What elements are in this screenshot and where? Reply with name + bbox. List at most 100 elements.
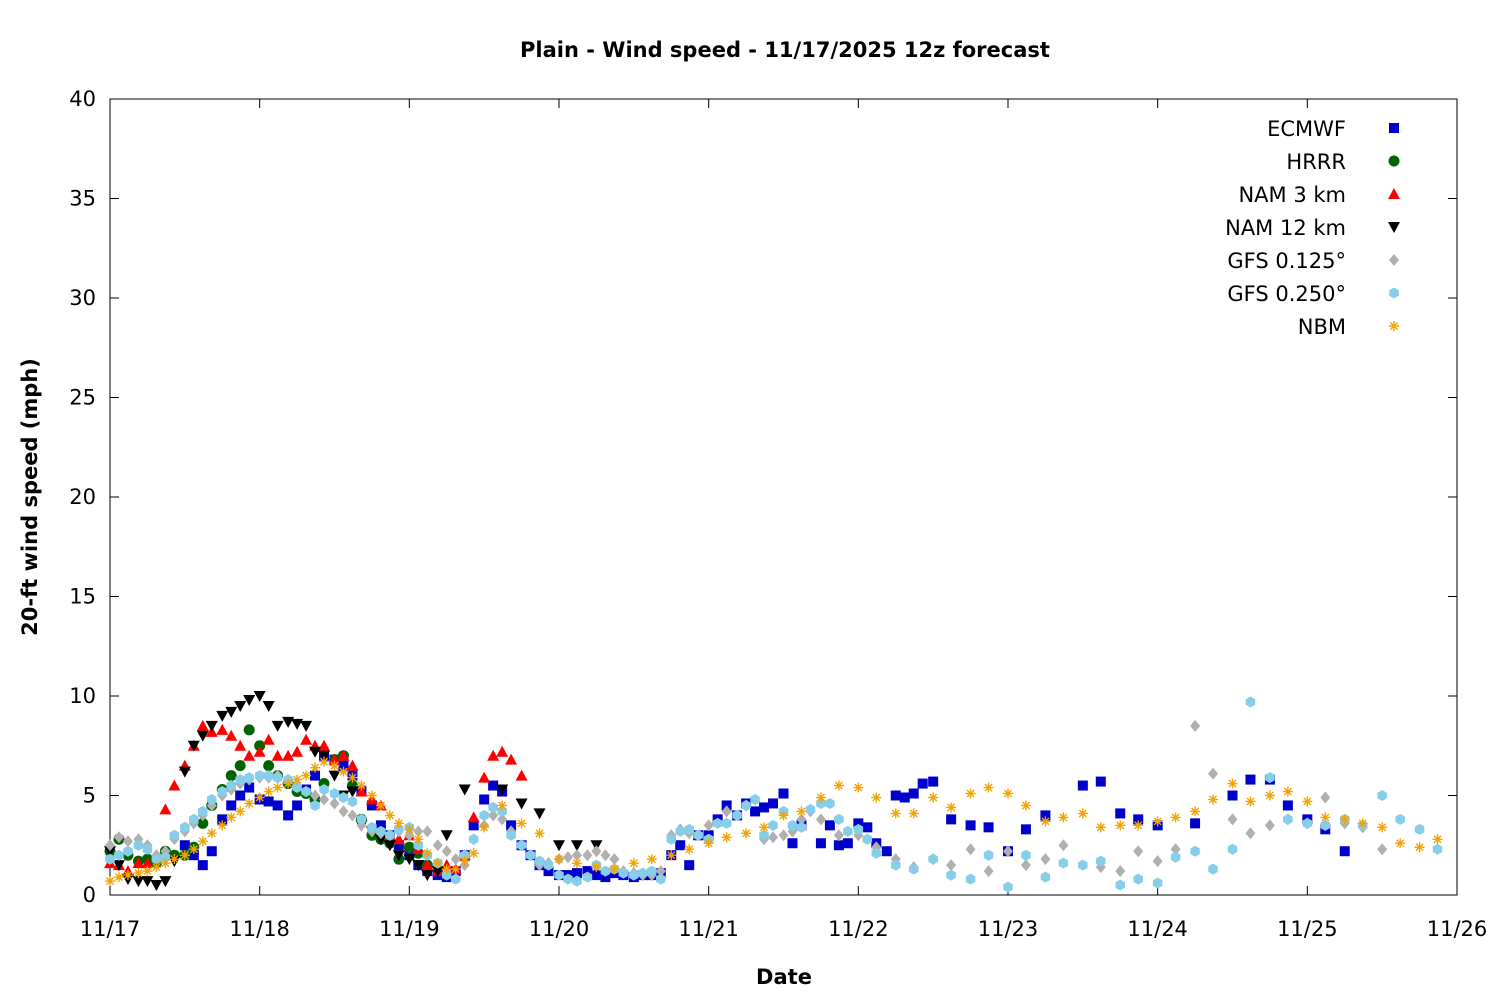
data-point-nbm (1377, 822, 1388, 833)
data-point-gfs-0-250 (618, 867, 629, 879)
data-point-ecmwf (833, 840, 844, 851)
data-point-nam-12-km (533, 808, 546, 820)
data-point-nbm (1264, 790, 1275, 801)
data-point-nbm (703, 838, 714, 849)
data-point-gfs-0-250 (1302, 817, 1313, 829)
data-point-gfs-0-125 (1040, 853, 1051, 866)
data-point-gfs-0-250 (235, 774, 245, 786)
data-point-ecmwf (206, 846, 217, 857)
data-point-ecmwf (272, 800, 283, 811)
axis-ticks: 0 5 10 15 20 25 30 35 40 11/17 11/18 11/19 11/20 11/2… (69, 87, 1487, 941)
data-point-gfs-0-250 (180, 821, 190, 833)
data-point-gfs-0-125 (1190, 719, 1201, 732)
data-point-gfs-0-125 (600, 849, 611, 862)
data-point-nam-12-km (300, 720, 313, 732)
data-point-gfs-0-125 (571, 849, 582, 862)
data-point-gfs-0-250 (787, 819, 798, 831)
data-point-gfs-0-125 (582, 849, 593, 862)
data-point-nam-12-km (282, 716, 295, 728)
data-point-nbm (347, 772, 358, 783)
data-point-ecmwf (881, 846, 892, 857)
data-point-gfs-0-125 (113, 831, 124, 844)
data-point-gfs-0-250 (272, 772, 283, 784)
data-point-hrrr (225, 770, 237, 782)
data-point-gfs-0-125 (815, 813, 826, 826)
data-point-nam-12-km (141, 876, 154, 888)
data-point-gfs-0-250 (834, 813, 844, 825)
data-point-nbm (1245, 796, 1256, 807)
data-point-ecmwf (600, 872, 611, 883)
data-point-nbm (122, 870, 133, 881)
data-point-gfs-0-250 (890, 859, 901, 871)
data-point-ecmwf (1227, 790, 1238, 801)
data-point-nbm (206, 828, 217, 839)
data-point-ecmwf (1133, 814, 1144, 825)
x-tick-label: 11/26 (1427, 917, 1488, 941)
data-point-nam-12-km (392, 850, 405, 862)
x-tick-label: 11/24 (1127, 917, 1188, 941)
data-point-nam-3-km (159, 803, 172, 815)
data-point-gfs-0-125 (497, 813, 508, 826)
data-point-nam-3-km (300, 733, 313, 745)
legend-marker-nbm (1389, 321, 1399, 331)
data-point-ecmwf (582, 866, 593, 877)
data-point-nbm (422, 848, 433, 859)
data-point-nam-3-km (392, 833, 405, 845)
legend: ECMWF HRRR NAM 3 km NAM 12 km GFS 0.125° GFS … (1225, 117, 1400, 339)
data-point-nam-12-km (383, 840, 396, 852)
data-point-ecmwf (217, 814, 228, 825)
data-point-nam-12-km (112, 860, 125, 872)
data-point-gfs-0-250 (928, 853, 938, 865)
data-point-ecmwf (928, 776, 939, 787)
data-point-ecmwf (983, 822, 994, 833)
data-point-gfs-0-125 (591, 845, 602, 858)
legend-label-nbm: NBM (1298, 315, 1346, 339)
data-point-gfs-0-125 (347, 809, 358, 822)
data-point-nbm (160, 858, 171, 869)
data-point-gfs-0-125 (1245, 827, 1256, 840)
data-point-ecmwf (263, 796, 274, 807)
y-tick-label: 35 (69, 187, 96, 211)
data-point-gfs-0-125 (1058, 839, 1069, 852)
data-point-gfs-0-250 (1190, 845, 1200, 857)
data-point-nbm (554, 854, 564, 865)
data-point-nbm (1414, 842, 1425, 853)
data-point-gfs-0-250 (741, 799, 751, 811)
data-point-gfs-0-125 (983, 865, 994, 878)
chart-title: Plain - Wind speed - 11/17/2025 12z fore… (520, 38, 1050, 62)
data-point-ecmwf (179, 840, 190, 851)
data-point-ecmwf (1077, 780, 1088, 791)
data-point-nbm (983, 782, 994, 793)
data-point-gfs-0-250 (151, 853, 162, 865)
data-point-gfs-0-250 (946, 869, 956, 881)
data-point-gfs-0-125 (422, 825, 433, 838)
y-tick-label: 5 (83, 784, 96, 808)
legend-label-gfs-0-125: GFS 0.125° (1227, 249, 1346, 273)
data-point-gfs-0-250 (965, 873, 976, 885)
data-point-gfs-0-250 (1133, 873, 1143, 885)
data-point-ecmwf (1040, 810, 1051, 821)
y-tick-label: 25 (69, 386, 96, 410)
data-point-nbm (459, 856, 470, 867)
data-point-nam-12-km (431, 866, 444, 878)
data-point-gfs-0-250 (750, 793, 760, 805)
data-point-nbm (1003, 788, 1013, 799)
data-point-nam-3-km (234, 739, 247, 751)
data-point-gfs-0-125 (609, 853, 620, 866)
data-point-ecmwf (571, 868, 582, 879)
x-tick-label: 11/25 (1277, 917, 1338, 941)
data-point-nam-12-km (196, 730, 209, 742)
data-point-gfs-0-250 (572, 875, 582, 887)
data-point-gfs-0-125 (1003, 845, 1013, 858)
data-point-nbm (432, 858, 443, 869)
x-tick-label: 11/19 (379, 917, 440, 941)
data-point-gfs-0-250 (254, 770, 265, 782)
legend-marker-hrrr (1388, 155, 1400, 167)
data-point-gfs-0-125 (329, 797, 340, 810)
data-point-nbm (151, 862, 162, 873)
legend-marker-gfs-0-250 (1389, 287, 1399, 299)
data-point-nam-12-km (225, 706, 238, 718)
data-point-nbm (468, 848, 479, 859)
data-point-nbm (375, 800, 386, 811)
data-point-nbm (1227, 778, 1238, 789)
